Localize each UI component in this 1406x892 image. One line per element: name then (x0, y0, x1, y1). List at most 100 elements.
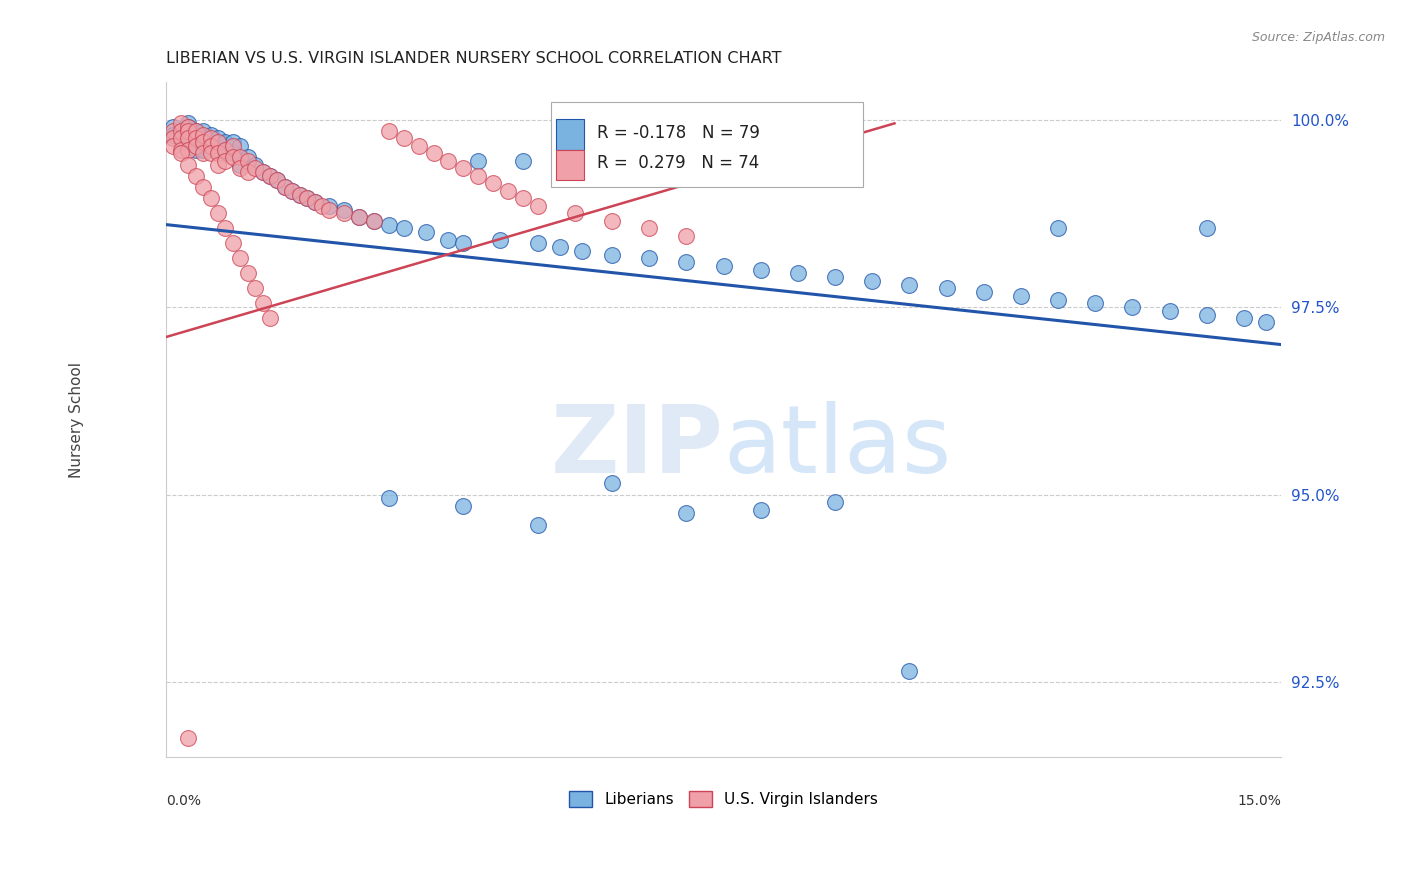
Point (191, 135, 214, 149)
Point (200, 139, 222, 153)
Point (378, 124, 401, 138)
Point (489, 233, 512, 247)
Point (571, 244, 593, 258)
Point (512, 153, 534, 168)
Point (222, 146, 245, 161)
Point (214, 135, 236, 149)
Point (600, 476, 623, 491)
Point (222, 135, 245, 149)
Point (207, 131, 229, 145)
Point (214, 221, 236, 235)
Point (177, 120, 200, 135)
Point (311, 199, 333, 213)
Point (378, 218, 401, 232)
Point (252, 165, 274, 179)
Point (259, 311, 281, 326)
Text: 15.0%: 15.0% (1237, 795, 1281, 808)
Point (318, 199, 340, 213)
Point (184, 124, 207, 138)
Point (170, 143, 193, 157)
Point (600, 247, 623, 261)
Point (177, 128, 200, 142)
Point (415, 225, 437, 239)
FancyBboxPatch shape (551, 103, 863, 186)
Point (496, 184, 519, 198)
Point (170, 116, 193, 130)
Point (191, 128, 214, 142)
Text: 0.0%: 0.0% (166, 795, 201, 808)
Point (1195, 308, 1218, 322)
Point (526, 199, 548, 213)
Point (860, 274, 883, 288)
Point (236, 165, 259, 179)
Point (191, 131, 214, 145)
Point (184, 169, 207, 183)
Point (259, 169, 281, 183)
Point (170, 146, 193, 161)
Point (1195, 221, 1218, 235)
Point (347, 210, 370, 224)
Point (184, 139, 207, 153)
Point (422, 146, 444, 161)
Point (564, 206, 586, 220)
Point (184, 131, 207, 145)
Point (281, 184, 304, 198)
Text: Source: ZipAtlas.com: Source: ZipAtlas.com (1251, 31, 1385, 45)
Point (973, 285, 995, 299)
Point (200, 139, 222, 153)
Point (170, 124, 193, 138)
Point (177, 116, 200, 130)
Text: R = -0.178   N = 79: R = -0.178 N = 79 (598, 124, 761, 142)
Point (214, 143, 236, 157)
Point (170, 124, 193, 138)
Point (162, 120, 184, 135)
Point (177, 158, 200, 172)
Point (288, 187, 311, 202)
Point (295, 191, 318, 205)
Point (162, 131, 184, 145)
Text: LIBERIAN VS U.S. VIRGIN ISLANDER NURSERY SCHOOL CORRELATION CHART: LIBERIAN VS U.S. VIRGIN ISLANDER NURSERY… (166, 51, 782, 66)
Point (170, 135, 193, 149)
Point (333, 206, 356, 220)
Point (236, 153, 259, 168)
Point (207, 206, 229, 220)
Point (437, 153, 460, 168)
Legend: Liberians, U.S. Virgin Islanders: Liberians, U.S. Virgin Islanders (562, 785, 884, 814)
Point (266, 172, 288, 186)
Point (207, 146, 229, 161)
Point (236, 150, 259, 164)
Point (482, 177, 505, 191)
Point (1159, 303, 1181, 318)
Point (259, 169, 281, 183)
Point (600, 214, 623, 228)
Point (177, 135, 200, 149)
FancyBboxPatch shape (557, 150, 583, 180)
Point (200, 191, 222, 205)
Point (638, 252, 661, 266)
Point (548, 240, 571, 254)
Point (184, 124, 207, 138)
Point (408, 139, 430, 153)
Point (1010, 289, 1032, 303)
Point (333, 202, 356, 217)
Point (526, 517, 548, 532)
Point (675, 255, 697, 269)
Point (229, 252, 252, 266)
Point (200, 146, 222, 161)
Point (252, 165, 274, 179)
FancyBboxPatch shape (557, 120, 583, 150)
Point (1047, 293, 1070, 307)
Point (453, 161, 475, 176)
Point (191, 146, 214, 161)
Point (207, 135, 229, 149)
Point (252, 296, 274, 310)
Point (378, 491, 401, 506)
Point (222, 139, 245, 153)
Point (304, 195, 326, 210)
Point (304, 195, 326, 210)
Point (281, 184, 304, 198)
Point (786, 266, 808, 280)
Point (274, 180, 297, 194)
Point (177, 143, 200, 157)
Point (229, 158, 252, 172)
